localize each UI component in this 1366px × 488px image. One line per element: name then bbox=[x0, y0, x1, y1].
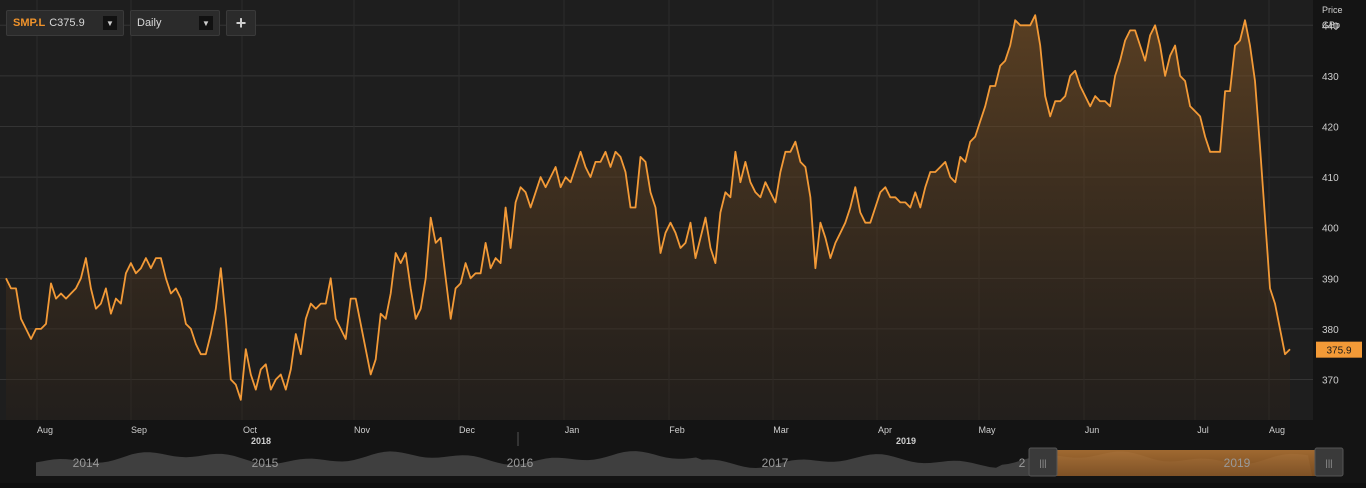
close-label: C bbox=[49, 17, 58, 29]
time-axis-panel bbox=[0, 420, 1313, 448]
add-indicator-button[interactable]: + bbox=[226, 10, 256, 36]
x-month-label: Jun bbox=[1085, 425, 1100, 435]
x-month-label: Jul bbox=[1197, 425, 1209, 435]
x-year-label: 2019 bbox=[896, 436, 916, 446]
x-month-label: Mar bbox=[773, 425, 789, 435]
y-tick-label: 440 bbox=[1322, 21, 1339, 32]
axis-unit-label: GBp bbox=[1322, 20, 1340, 30]
chevron-down-icon[interactable]: ▼ bbox=[199, 16, 213, 30]
close-value: 375.9 bbox=[57, 17, 85, 29]
price-line bbox=[5, 14, 1291, 401]
y-tick-label: 400 bbox=[1322, 224, 1339, 235]
chart-toolbar: SMP.L C 375.9 ▼ Daily ▼ + bbox=[6, 10, 256, 38]
navigator-history bbox=[36, 451, 1312, 476]
navigator-year-label: 2 bbox=[1019, 456, 1026, 470]
x-month-label: May bbox=[978, 425, 996, 435]
axis-corner bbox=[1313, 420, 1366, 448]
plus-icon: + bbox=[235, 12, 247, 33]
price-area-fill bbox=[6, 15, 1290, 420]
symbol-ticker: SMP.L bbox=[13, 17, 46, 29]
x-month-label: Oct bbox=[243, 425, 258, 435]
x-month-label: Feb bbox=[669, 425, 685, 435]
x-month-label: Apr bbox=[878, 425, 892, 435]
x-month-label: Aug bbox=[1269, 425, 1285, 435]
y-tick-label: 370 bbox=[1322, 376, 1339, 387]
last-price-badge bbox=[1316, 341, 1362, 358]
navigator-year-label: 2014 bbox=[73, 456, 100, 470]
navigator-year-label: 2017 bbox=[762, 456, 789, 470]
chevron-down-icon[interactable]: ▼ bbox=[103, 16, 117, 30]
navigator[interactable]: ||| ||| 2014 2015 2016 2017 2 2019 bbox=[0, 447, 1366, 483]
x-year-label: 2018 bbox=[251, 436, 271, 446]
y-tick-label: 430 bbox=[1322, 72, 1339, 83]
left-handle-grip: ||| bbox=[1039, 458, 1046, 468]
navigator-year-label: 2015 bbox=[252, 456, 279, 470]
right-handle-grip: ||| bbox=[1325, 458, 1332, 468]
navigator-left-handle[interactable] bbox=[1028, 447, 1058, 477]
x-month-label: Aug bbox=[37, 425, 53, 435]
x-month-label: Nov bbox=[354, 425, 371, 435]
x-month-label: Sep bbox=[131, 425, 147, 435]
symbol-selector[interactable]: SMP.L C 375.9 ▼ bbox=[6, 10, 124, 36]
navigator-year-label: 2019 bbox=[1224, 456, 1251, 470]
y-tick-label: 410 bbox=[1322, 173, 1339, 184]
y-tick-label: 390 bbox=[1322, 274, 1339, 285]
x-month-label: Dec bbox=[459, 425, 476, 435]
axis-price-label: Price bbox=[1322, 5, 1343, 15]
y-tick-label: 420 bbox=[1322, 123, 1339, 134]
navigator-selection[interactable] bbox=[1040, 450, 1325, 476]
navigator-right-handle[interactable] bbox=[1314, 447, 1344, 477]
interval-selector[interactable]: Daily ▼ bbox=[130, 10, 220, 36]
interval-value: Daily bbox=[137, 17, 162, 29]
x-month-label: Jan bbox=[565, 425, 580, 435]
y-tick-label: 380 bbox=[1322, 325, 1339, 336]
navigator-year-label: 2016 bbox=[507, 456, 534, 470]
last-price-label: 375.9 bbox=[1326, 346, 1351, 357]
